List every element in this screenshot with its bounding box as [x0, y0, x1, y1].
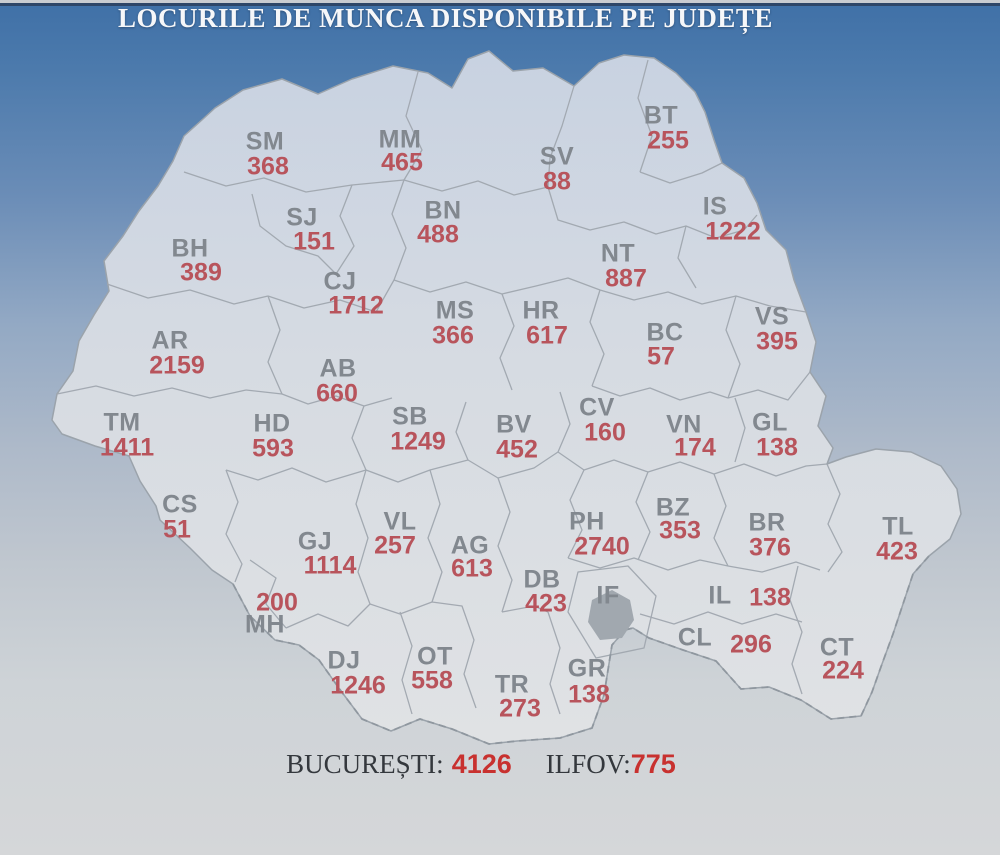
- bucharest-value: 4126: [451, 749, 512, 779]
- totals-footer: BUCUREȘTI: 4126 ILFOV:775: [0, 749, 962, 780]
- bucharest-city-shape: [588, 590, 634, 640]
- ilfov-value: 775: [630, 749, 676, 779]
- top-strip: [0, 0, 1000, 3]
- page-title: LOCURILE DE MUNCA DISPONIBILE PE JUDEȚE: [118, 3, 773, 33]
- county-borders: [56, 59, 843, 715]
- bucharest-label: BUCUREȘTI:: [286, 749, 444, 779]
- country-outline: [51, 50, 962, 745]
- ilfov-label: ILFOV:: [545, 749, 631, 779]
- top-divider-line: [0, 3, 1000, 6]
